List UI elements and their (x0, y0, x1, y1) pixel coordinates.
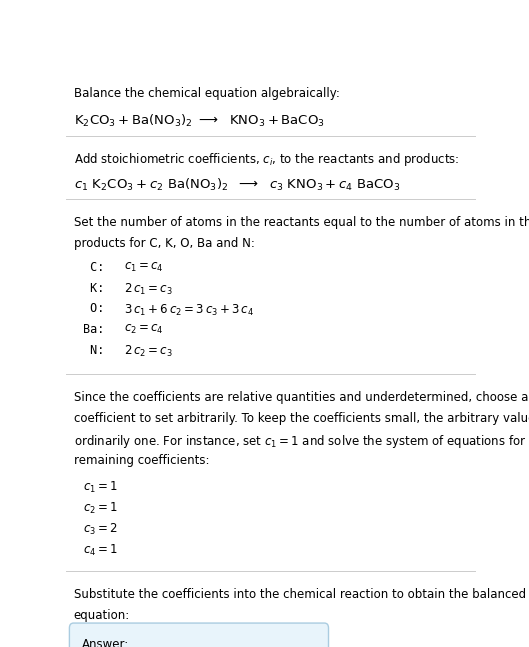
Text: $c_3 = 2$: $c_3 = 2$ (83, 522, 117, 537)
Text: $c_1 = c_4$: $c_1 = c_4$ (124, 261, 163, 274)
Text: N:: N: (83, 344, 104, 357)
Text: equation:: equation: (74, 609, 130, 622)
Text: products for C, K, O, Ba and N:: products for C, K, O, Ba and N: (74, 237, 254, 250)
Text: Add stoichiometric coefficients, $c_i$, to the reactants and products:: Add stoichiometric coefficients, $c_i$, … (74, 151, 459, 168)
Text: O:: O: (83, 302, 104, 316)
Text: $c_2 = c_4$: $c_2 = c_4$ (124, 324, 163, 336)
Text: $c_1\ \mathrm{K_2CO_3} + c_2\ \mathrm{Ba(NO_3)_2}\ \ \longrightarrow\ \ c_3\ \ma: $c_1\ \mathrm{K_2CO_3} + c_2\ \mathrm{Ba… (74, 177, 400, 193)
Text: Ba:: Ba: (83, 324, 104, 336)
Text: $c_4 = 1$: $c_4 = 1$ (83, 543, 117, 558)
Text: K:: K: (83, 281, 104, 294)
Text: $2\,c_1 = c_3$: $2\,c_1 = c_3$ (124, 281, 172, 297)
Text: $3\,c_1 + 6\,c_2 = 3\,c_3 + 3\,c_4$: $3\,c_1 + 6\,c_2 = 3\,c_3 + 3\,c_4$ (124, 302, 254, 318)
FancyBboxPatch shape (69, 623, 329, 647)
Text: $c_2 = 1$: $c_2 = 1$ (83, 501, 117, 516)
Text: coefficient to set arbitrarily. To keep the coefficients small, the arbitrary va: coefficient to set arbitrarily. To keep … (74, 412, 529, 425)
Text: Set the number of atoms in the reactants equal to the number of atoms in the: Set the number of atoms in the reactants… (74, 216, 529, 229)
Text: $c_1 = 1$: $c_1 = 1$ (83, 480, 117, 496)
Text: ordinarily one. For instance, set $c_1 = 1$ and solve the system of equations fo: ordinarily one. For instance, set $c_1 =… (74, 433, 529, 450)
Text: C:: C: (83, 261, 104, 274)
Text: remaining coefficients:: remaining coefficients: (74, 454, 209, 467)
Text: Answer:: Answer: (81, 639, 129, 647)
Text: Balance the chemical equation algebraically:: Balance the chemical equation algebraica… (74, 87, 340, 100)
Text: Substitute the coefficients into the chemical reaction to obtain the balanced: Substitute the coefficients into the che… (74, 588, 526, 601)
Text: Since the coefficients are relative quantities and underdetermined, choose a: Since the coefficients are relative quan… (74, 391, 528, 404)
Text: $\mathrm{K_2CO_3 + Ba(NO_3)_2 \ \longrightarrow \ \ KNO_3 + BaCO_3}$: $\mathrm{K_2CO_3 + Ba(NO_3)_2 \ \longrig… (74, 113, 324, 129)
Text: $2\,c_2 = c_3$: $2\,c_2 = c_3$ (124, 344, 172, 359)
